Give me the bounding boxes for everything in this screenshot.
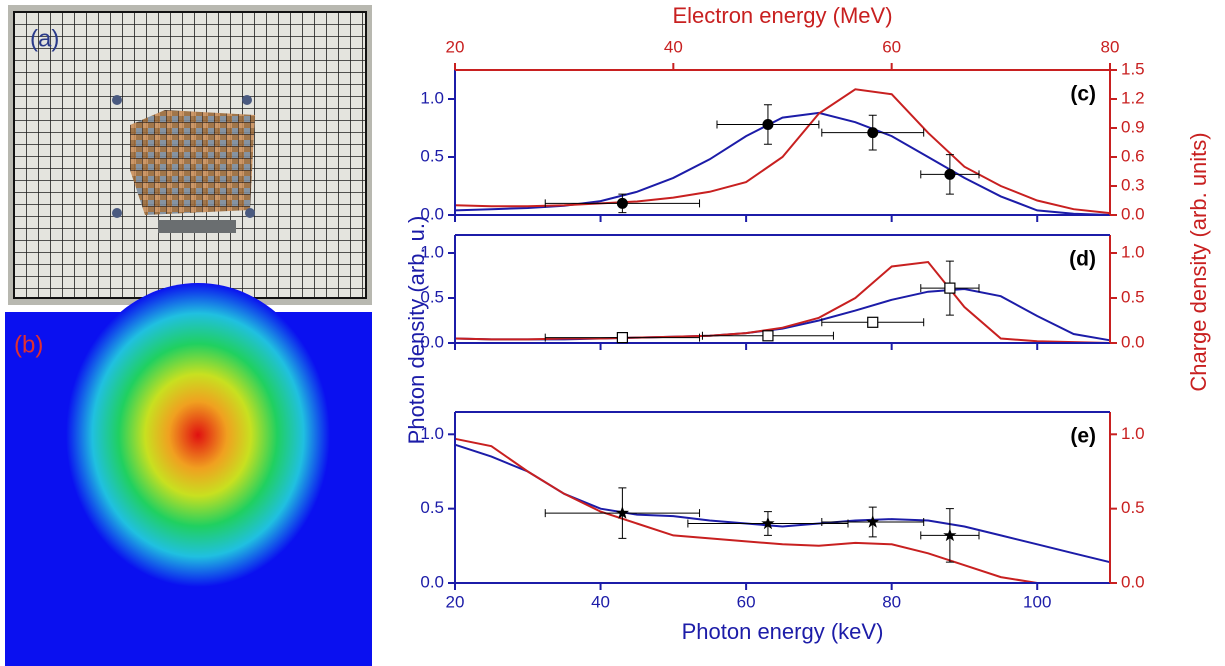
y2-tick-label: 1.0 — [1121, 424, 1145, 443]
y-tick-label: 0.5 — [420, 146, 444, 165]
y2-tick-label: 0.0 — [1121, 332, 1145, 351]
y2-axis-title: Charge density (arb. units) — [1186, 132, 1211, 391]
y-tick-label: 0.5 — [420, 287, 444, 306]
x2-tick-label: 20 — [446, 37, 465, 56]
data-point — [867, 316, 879, 328]
x-tick-label: 80 — [882, 592, 901, 611]
x-tick-label: 100 — [1023, 592, 1051, 611]
y-tick-label: 1.0 — [420, 242, 444, 261]
data-point — [944, 282, 956, 294]
photo-panel: (a) — [8, 5, 372, 305]
data-point — [867, 127, 879, 139]
data-point — [762, 330, 774, 342]
panel: 0.0 0.5 1.0 0.0 0.3 0.6 0.9 1.2 1.5 20 40 60 80 Elect… — [420, 3, 1144, 224]
y2-tick-label: 0.3 — [1121, 175, 1145, 194]
curve — [454, 260, 1111, 344]
marker-dot — [245, 208, 255, 218]
x-tick-label: 20 — [446, 592, 465, 611]
x2-tick-label: 60 — [882, 37, 901, 56]
marker-dot — [112, 95, 122, 105]
data-point — [944, 168, 956, 180]
y2-tick-label: 1.2 — [1121, 88, 1145, 107]
panel-label: (b) — [14, 331, 43, 358]
y-tick-label: 0.0 — [420, 332, 444, 351]
y-tick-label: 0.0 — [420, 572, 444, 591]
y-tick-label: 0.5 — [420, 498, 444, 517]
y2-tick-label: 0.5 — [1121, 287, 1145, 306]
curve — [454, 88, 1111, 215]
y2-tick-label: 1.0 — [1121, 242, 1145, 261]
data-point — [866, 515, 880, 528]
panel-label: (a) — [30, 25, 59, 52]
x-tick-label: 60 — [737, 592, 756, 611]
data-point — [943, 528, 957, 542]
beam-spot — [66, 283, 330, 587]
data-point — [616, 332, 628, 344]
y2-tick-label: 0.6 — [1121, 146, 1145, 165]
y-tick-label: 0.0 — [420, 204, 444, 223]
data-point — [616, 197, 628, 209]
beam-panel: (b) — [5, 283, 372, 666]
y-axis-title: Photon density (arb. u.) — [404, 216, 429, 445]
curve — [454, 437, 1110, 584]
y2-tick-label: 0.5 — [1121, 498, 1145, 517]
panel-label: (d) — [1069, 248, 1096, 271]
data-point — [762, 119, 774, 131]
data-point — [615, 506, 629, 519]
y2-tick-label: 0.0 — [1121, 204, 1145, 223]
curve — [454, 111, 1111, 216]
x2-tick-label: 80 — [1101, 37, 1120, 56]
x-tick-label: 40 — [591, 592, 610, 611]
x2-tick-label: 40 — [664, 37, 683, 56]
marker-dot — [242, 95, 252, 105]
panel-label: (c) — [1070, 83, 1096, 106]
data-point — [761, 516, 775, 530]
y-tick-label: 1.0 — [420, 424, 444, 443]
x-axis-title: Photon energy (keV) — [682, 619, 884, 644]
sample-patch — [130, 110, 255, 215]
marker-dot — [112, 208, 122, 218]
panel: 0.0 0.5 1.0 0.0 0.5 1.0 20 40 60 80 100 Photon ener… — [420, 411, 1145, 644]
curve — [454, 287, 1111, 342]
y2-tick-label: 0.0 — [1121, 572, 1145, 591]
x2-axis-title: Electron energy (MeV) — [672, 3, 892, 28]
sample-strip — [158, 220, 236, 233]
panel-label: (e) — [1070, 425, 1096, 448]
y-tick-label: 1.0 — [420, 88, 444, 107]
y2-tick-label: 0.9 — [1121, 117, 1145, 136]
y2-tick-label: 1.5 — [1121, 59, 1145, 78]
